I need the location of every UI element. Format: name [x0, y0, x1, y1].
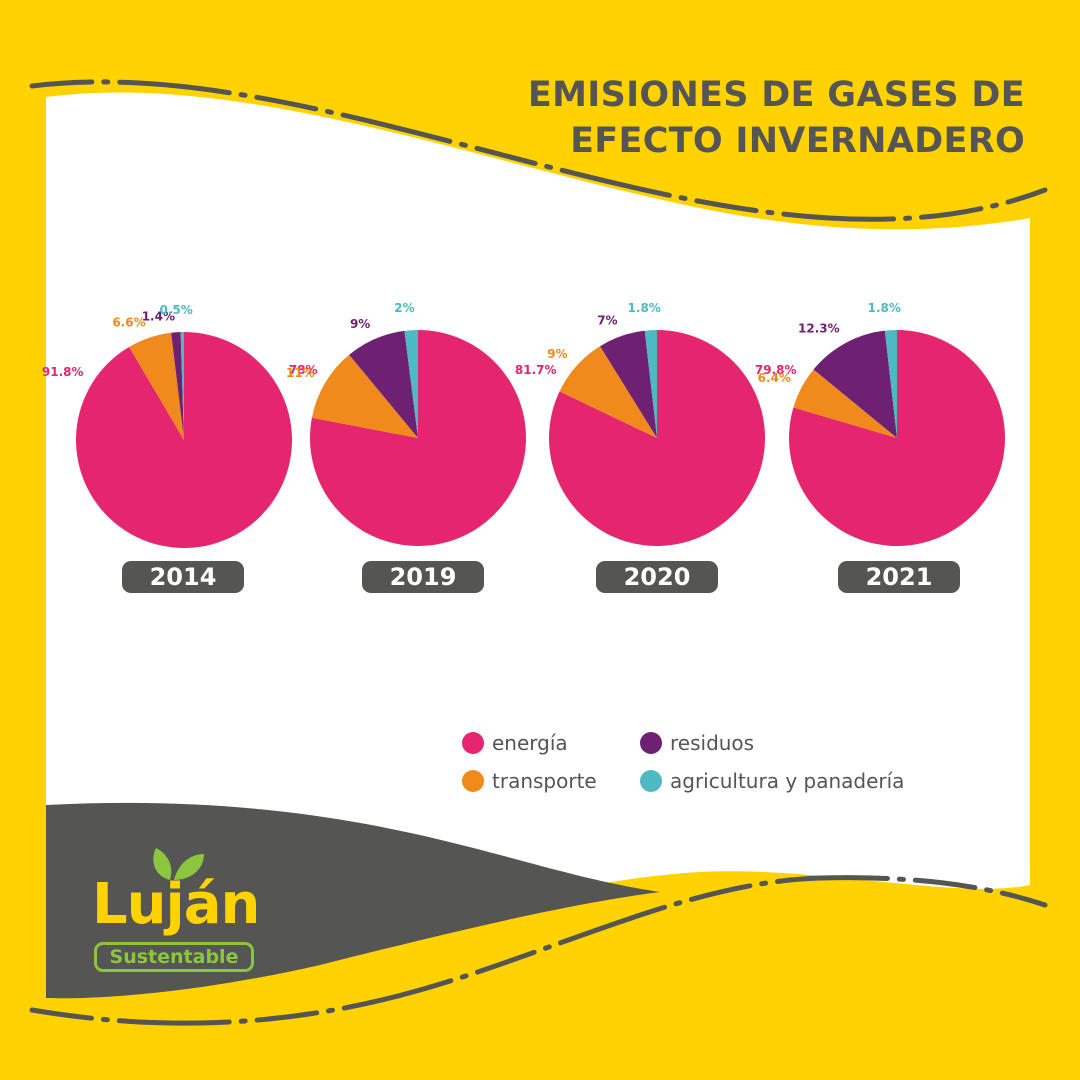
legend-item-energia: energía — [462, 728, 568, 758]
slice-residuos-2020 — [600, 330, 657, 438]
slice-label-transporte-2019: 11% — [286, 366, 315, 380]
legend-dot-residuos — [640, 732, 662, 754]
year-label-2020: 2020 — [596, 561, 718, 593]
white-panel — [46, 92, 1030, 960]
logo-tagline: Sustentable — [94, 942, 254, 972]
legend: energía residuos transporte agricultura … — [462, 728, 942, 808]
slice-label-residuos-2021: 12.3% — [798, 322, 840, 336]
slice-label-agricultura-2020: 1.8% — [628, 301, 661, 315]
title-line-1: EMISIONES DE GASES DE — [527, 75, 1025, 115]
slice-transporte-2014 — [129, 332, 184, 440]
pie-chart-2019: 78%11% 9% 2% — [286, 301, 527, 546]
slice-label-residuos-2019: 9% — [350, 317, 370, 331]
dashed-wave-bottom — [29, 875, 1048, 1026]
legend-label-agricultura: agricultura y panadería — [670, 769, 905, 793]
dashed-wave-top — [29, 79, 1048, 222]
slice-agricultura-2014 — [180, 332, 184, 440]
legend-label-transporte: transporte — [492, 769, 597, 793]
legend-label-residuos: residuos — [670, 731, 755, 755]
legend-dot-transporte — [462, 770, 484, 792]
slice-agricultura-2019 — [404, 329, 418, 438]
slice-label-energia-2014: 91.8% — [42, 365, 84, 379]
dark-logo-band — [46, 802, 660, 999]
legend-dot-agricultura — [640, 770, 662, 792]
slice-label-agricultura-2019: 2% — [394, 301, 414, 315]
slice-label-energia-2019: 78% — [289, 363, 318, 377]
slice-residuos-2021 — [813, 330, 897, 438]
slice-label-residuos-2020: 7% — [597, 314, 617, 328]
pie-chart-2014: 91.8% 6.6%1.4%0.5% — [42, 303, 293, 548]
slice-label-transporte-2021: 6.4% — [758, 371, 791, 385]
leaves-icon — [153, 848, 204, 880]
pie-chart-2020: 81.7% 9% 7% 1.8% — [515, 301, 765, 546]
year-label-2021: 2021 — [838, 561, 960, 593]
title-line-2: EFECTO INVERNADERO — [570, 121, 1025, 161]
legend-item-agricultura: agricultura y panadería — [640, 766, 904, 796]
slice-label-agricultura-2021: 1.8% — [868, 301, 901, 315]
logo-word: Luján — [92, 872, 260, 937]
slice-transporte-2020 — [559, 346, 657, 438]
slice-label-transporte-2020: 9% — [547, 347, 567, 361]
lujan-sustentable-logo: Luján Sustentable — [86, 842, 276, 982]
page-title: EMISIONES DE GASES DE EFECTO INVERNADERO — [465, 72, 1025, 164]
slice-agricultura-2021 — [884, 330, 897, 438]
slice-label-residuos-2014: 1.4% — [142, 309, 175, 323]
slice-label-energia-2021: 79.8% — [755, 363, 797, 377]
legend-item-residuos: residuos — [640, 728, 754, 758]
year-label-2019: 2019 — [362, 561, 484, 593]
legend-item-transporte: transporte — [462, 766, 597, 796]
slice-label-agricultura-2014: 0.5% — [159, 303, 192, 317]
slice-label-transporte-2014: 6.6% — [112, 315, 145, 329]
slice-transporte-2021 — [793, 369, 897, 438]
slice-residuos-2014 — [171, 332, 184, 440]
legend-dot-energia — [462, 732, 484, 754]
slice-transporte-2019 — [311, 354, 418, 438]
pie-chart-2021: 79.8%6.4% 12.3% 1.8% — [755, 301, 1005, 546]
year-label-2014: 2014 — [122, 561, 244, 593]
slice-label-energia-2020: 81.7% — [515, 363, 557, 377]
legend-label-energia: energía — [492, 731, 568, 755]
slice-residuos-2019 — [349, 330, 418, 438]
slice-agricultura-2020 — [644, 329, 657, 438]
